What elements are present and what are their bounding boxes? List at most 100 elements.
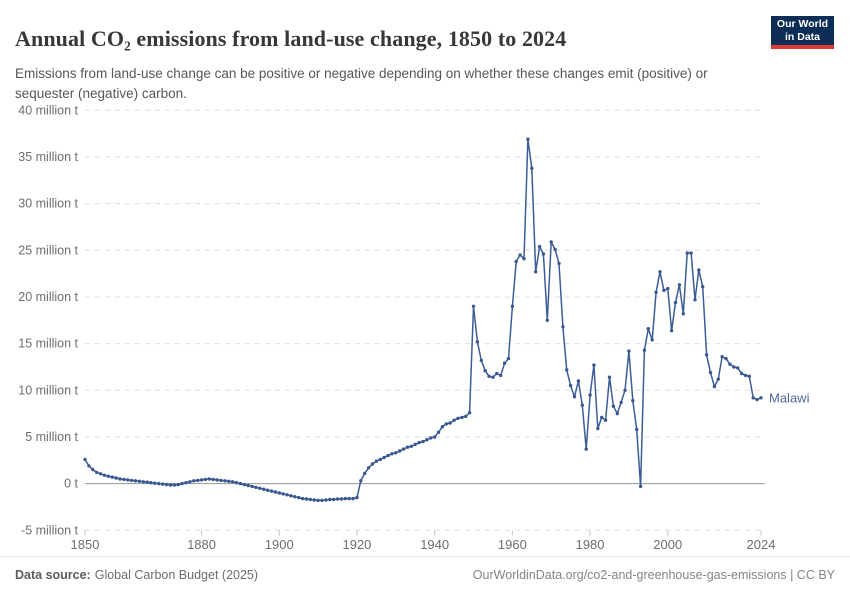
data-point[interactable]: [137, 479, 142, 483]
data-point[interactable]: [192, 479, 196, 483]
data-point[interactable]: [460, 415, 464, 420]
data-point[interactable]: [456, 416, 460, 420]
data-point[interactable]: [398, 449, 402, 453]
data-point[interactable]: [207, 477, 211, 481]
data-point[interactable]: [568, 383, 573, 388]
data-point[interactable]: [98, 472, 103, 476]
data-point[interactable]: [755, 397, 759, 402]
data-point[interactable]: [530, 166, 534, 170]
data-point[interactable]: [262, 487, 266, 491]
data-point[interactable]: [759, 396, 763, 400]
data-point[interactable]: [394, 451, 398, 455]
data-point[interactable]: [592, 363, 596, 367]
data-point[interactable]: [366, 466, 371, 470]
data-point[interactable]: [600, 415, 604, 420]
data-point[interactable]: [230, 480, 235, 484]
data-point[interactable]: [277, 491, 281, 495]
data-point[interactable]: [129, 478, 134, 483]
data-point[interactable]: [409, 444, 413, 448]
data-point[interactable]: [693, 298, 697, 302]
data-point[interactable]: [514, 259, 518, 264]
entity-label-malawi[interactable]: Malawi: [769, 390, 810, 405]
data-point[interactable]: [265, 488, 270, 492]
data-point[interactable]: [611, 404, 616, 408]
data-point[interactable]: [701, 285, 705, 289]
data-point[interactable]: [662, 288, 666, 293]
data-point[interactable]: [603, 418, 608, 422]
data-point[interactable]: [728, 362, 732, 366]
data-point[interactable]: [254, 485, 258, 490]
data-point[interactable]: [304, 497, 309, 501]
data-point[interactable]: [541, 252, 546, 256]
data-point[interactable]: [211, 477, 215, 482]
chart-line[interactable]: [84, 138, 762, 502]
data-point[interactable]: [378, 457, 382, 462]
data-point[interactable]: [273, 490, 278, 494]
data-point[interactable]: [343, 496, 347, 501]
footer-citation-link[interactable]: OurWorldinData.org/co2-and-greenhouse-ga…: [472, 568, 835, 582]
data-point[interactable]: [537, 244, 542, 249]
data-point[interactable]: [219, 478, 223, 483]
data-point[interactable]: [176, 482, 180, 487]
owid-logo[interactable]: Our World in Data: [771, 16, 834, 49]
data-point[interactable]: [331, 497, 336, 502]
data-point[interactable]: [161, 482, 165, 486]
data-point[interactable]: [359, 479, 363, 483]
data-point[interactable]: [650, 338, 654, 342]
data-point[interactable]: [390, 452, 394, 456]
data-point[interactable]: [324, 498, 328, 502]
data-point[interactable]: [421, 439, 425, 444]
data-point[interactable]: [370, 462, 375, 466]
data-point[interactable]: [502, 361, 507, 365]
data-point[interactable]: [95, 470, 99, 475]
data-point[interactable]: [545, 318, 549, 322]
data-point[interactable]: [157, 481, 161, 486]
data-point[interactable]: [720, 355, 724, 359]
data-point[interactable]: [328, 497, 332, 502]
data-point[interactable]: [666, 286, 670, 291]
data-point[interactable]: [708, 370, 713, 375]
data-point[interactable]: [638, 484, 643, 489]
data-point[interactable]: [751, 396, 755, 400]
data-point[interactable]: [491, 375, 495, 379]
data-point[interactable]: [246, 483, 250, 488]
data-point[interactable]: [685, 251, 689, 255]
data-point[interactable]: [596, 426, 600, 431]
data-point[interactable]: [382, 455, 386, 460]
data-point[interactable]: [141, 480, 145, 484]
data-point[interactable]: [607, 375, 612, 379]
data-point[interactable]: [405, 445, 410, 449]
data-point[interactable]: [743, 373, 748, 378]
data-point[interactable]: [184, 481, 188, 485]
data-point[interactable]: [320, 498, 324, 503]
data-point[interactable]: [87, 464, 91, 468]
data-point[interactable]: [196, 478, 200, 483]
data-point[interactable]: [467, 411, 472, 415]
chart-points[interactable]: [83, 137, 763, 503]
data-point[interactable]: [479, 358, 483, 363]
data-point[interactable]: [425, 438, 429, 442]
data-point[interactable]: [223, 479, 227, 483]
data-point[interactable]: [747, 374, 751, 378]
data-point[interactable]: [623, 388, 627, 392]
data-point[interactable]: [238, 481, 243, 486]
data-point[interactable]: [180, 481, 184, 486]
data-point[interactable]: [565, 368, 569, 372]
data-point[interactable]: [631, 398, 635, 403]
data-point[interactable]: [557, 261, 561, 266]
data-point[interactable]: [300, 496, 305, 501]
data-point[interactable]: [433, 435, 437, 439]
data-point[interactable]: [510, 304, 515, 308]
data-point[interactable]: [681, 312, 685, 316]
data-point[interactable]: [126, 478, 130, 482]
data-point[interactable]: [215, 478, 219, 482]
data-point[interactable]: [83, 457, 87, 462]
data-point[interactable]: [580, 403, 584, 407]
data-point[interactable]: [281, 492, 285, 496]
data-point[interactable]: [289, 494, 293, 498]
data-point[interactable]: [351, 496, 355, 501]
data-point[interactable]: [495, 371, 499, 376]
data-point[interactable]: [114, 476, 118, 480]
data-point[interactable]: [673, 300, 678, 305]
data-point[interactable]: [188, 480, 192, 484]
